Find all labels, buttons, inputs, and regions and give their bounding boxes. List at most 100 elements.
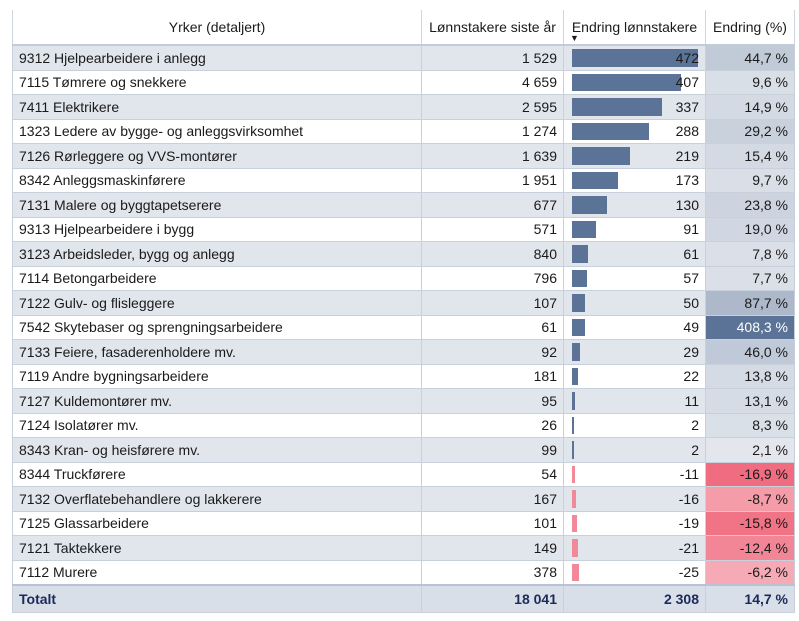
workers-cell: 677 <box>421 192 564 218</box>
table-row: 7121 Taktekkere 149 -21 -12,4 % <box>12 535 795 561</box>
table-row: 7114 Betongarbeidere 796 57 7,7 % <box>12 265 795 291</box>
change-value-label: 29 <box>683 343 699 360</box>
occupation-cell: 7112 Murere <box>12 559 422 586</box>
change-pct-cell: 2,1 % <box>705 437 795 463</box>
change-cell: 219 <box>563 143 706 169</box>
workers-cell: 1 639 <box>421 143 564 169</box>
change-pct-cell: 408,3 % <box>705 314 795 340</box>
table-row: 7122 Gulv- og flisleggere 107 50 87,7 % <box>12 290 795 316</box>
table-row: 7115 Tømrere og snekkere 4 659 407 9,6 % <box>12 69 795 95</box>
table-row: 7125 Glassarbeidere 101 -19 -15,8 % <box>12 510 795 536</box>
table-row: 7127 Kuldemontører mv. 95 11 13,1 % <box>12 388 795 414</box>
change-bar <box>572 416 574 434</box>
change-value-label: -19 <box>678 515 699 532</box>
data-table-container: Yrker (detaljert) Lønnstakere siste år E… <box>12 10 795 613</box>
change-pct-cell: 9,6 % <box>705 69 795 95</box>
total-label: Totalt <box>12 584 422 613</box>
change-pct-cell: -16,9 % <box>705 461 795 487</box>
workers-cell: 167 <box>421 486 564 512</box>
change-cell: 337 <box>563 94 706 120</box>
workers-cell: 26 <box>421 412 564 438</box>
table-row: 7119 Andre bygningsarbeidere 181 22 13,8 % <box>12 363 795 389</box>
workers-cell: 101 <box>421 510 564 536</box>
change-bar <box>572 343 580 361</box>
change-value-label: 288 <box>675 123 699 140</box>
table-row: 8344 Truckførere 54 -11 -16,9 % <box>12 461 795 487</box>
change-cell: 173 <box>563 167 706 193</box>
change-cell: 130 <box>563 192 706 218</box>
occupation-cell: 8342 Anleggsmaskinførere <box>12 167 422 193</box>
change-cell: 57 <box>563 265 706 291</box>
change-bar <box>572 122 649 140</box>
change-cell: 2 <box>563 412 706 438</box>
table-row: 7133 Feiere, fasaderenholdere mv. 92 29 46,… <box>12 339 795 365</box>
col-header-workers[interactable]: Lønnstakere siste år <box>421 10 564 46</box>
workers-cell: 92 <box>421 339 564 365</box>
change-pct-cell: 7,7 % <box>705 265 795 291</box>
col-header-change[interactable]: Endring lønnstakere ▼ <box>563 10 706 46</box>
change-pct-cell: -8,7 % <box>705 486 795 512</box>
change-cell: -16 <box>563 486 706 512</box>
change-bar <box>572 294 586 312</box>
occupation-cell: 1323 Ledere av bygge- og anleggsvirksomh… <box>12 118 422 144</box>
table-row: 7411 Elektrikere 2 595 337 14,9 % <box>12 94 795 120</box>
header-row: Yrker (detaljert) Lønnstakere siste år E… <box>12 10 795 46</box>
occupation-cell: 8343 Kran- og heisførere mv. <box>12 437 422 463</box>
change-pct-cell: 13,1 % <box>705 388 795 414</box>
occupation-cell: 7131 Malere og byggtapetserere <box>12 192 422 218</box>
sort-desc-icon[interactable]: ▼ <box>570 33 579 43</box>
occupation-cell: 7127 Kuldemontører mv. <box>12 388 422 414</box>
change-bar <box>572 269 588 287</box>
table-row: 1323 Ledere av bygge- og anleggsvirksomh… <box>12 118 795 144</box>
workers-cell: 107 <box>421 290 564 316</box>
change-bar <box>572 563 579 581</box>
change-cell: 288 <box>563 118 706 144</box>
change-pct-cell: 15,4 % <box>705 143 795 169</box>
change-value-label: -25 <box>678 564 699 581</box>
workers-cell: 1 274 <box>421 118 564 144</box>
workers-cell: 1 951 <box>421 167 564 193</box>
occupation-cell: 7411 Elektrikere <box>12 94 422 120</box>
change-cell: 49 <box>563 314 706 340</box>
occupation-cell: 7122 Gulv- og flisleggere <box>12 290 422 316</box>
change-value-label: 2 <box>691 441 699 458</box>
change-bar <box>572 490 577 508</box>
change-value-label: 337 <box>675 98 699 115</box>
col-header-change-pct[interactable]: Endring (%) <box>705 10 795 46</box>
change-value-label: -21 <box>678 539 699 556</box>
change-bar <box>572 514 578 532</box>
workers-cell: 571 <box>421 216 564 242</box>
table-row: 7132 Overflatebehandlere og lakkerere 167… <box>12 486 795 512</box>
change-bar <box>572 441 574 459</box>
workers-cell: 95 <box>421 388 564 414</box>
workers-cell: 4 659 <box>421 69 564 95</box>
workers-cell: 54 <box>421 461 564 487</box>
table-row: 9313 Hjelpearbeidere i bygg 571 91 19,0 % <box>12 216 795 242</box>
col-header-occupation[interactable]: Yrker (detaljert) <box>12 10 422 46</box>
change-value-label: -16 <box>678 490 699 507</box>
table-body: 9312 Hjelpearbeidere i anlegg 1 529 472 44,… <box>12 44 795 586</box>
change-cell: 472 <box>563 44 706 71</box>
occupation-cell: 9313 Hjelpearbeidere i bygg <box>12 216 422 242</box>
change-pct-cell: 7,8 % <box>705 241 795 267</box>
workers-cell: 840 <box>421 241 564 267</box>
table-row: 7126 Rørleggere og VVS-montører 1 639 219 1… <box>12 143 795 169</box>
change-cell: 2 <box>563 437 706 463</box>
table-row: 7124 Isolatører mv. 26 2 8,3 % <box>12 412 795 438</box>
change-value-label: 57 <box>683 270 699 287</box>
change-pct-cell: -15,8 % <box>705 510 795 536</box>
change-pct-cell: 44,7 % <box>705 44 795 71</box>
occupation-cell: 9312 Hjelpearbeidere i anlegg <box>12 44 422 71</box>
change-cell: -25 <box>563 559 706 586</box>
table-row: 7112 Murere 378 -25 -6,2 % <box>12 559 795 586</box>
change-bar <box>572 539 578 557</box>
change-value-label: 11 <box>684 392 699 409</box>
occupation-cell: 7124 Isolatører mv. <box>12 412 422 438</box>
table-row: 8343 Kran- og heisførere mv. 99 2 2,1 % <box>12 437 795 463</box>
change-cell: -19 <box>563 510 706 536</box>
change-value-label: 22 <box>683 368 699 385</box>
change-bar <box>572 98 662 116</box>
table-row: 9312 Hjelpearbeidere i anlegg 1 529 472 44,… <box>12 44 795 71</box>
col-header-change-label: Endring lønnstakere <box>571 19 698 35</box>
change-pct-cell: -6,2 % <box>705 559 795 586</box>
